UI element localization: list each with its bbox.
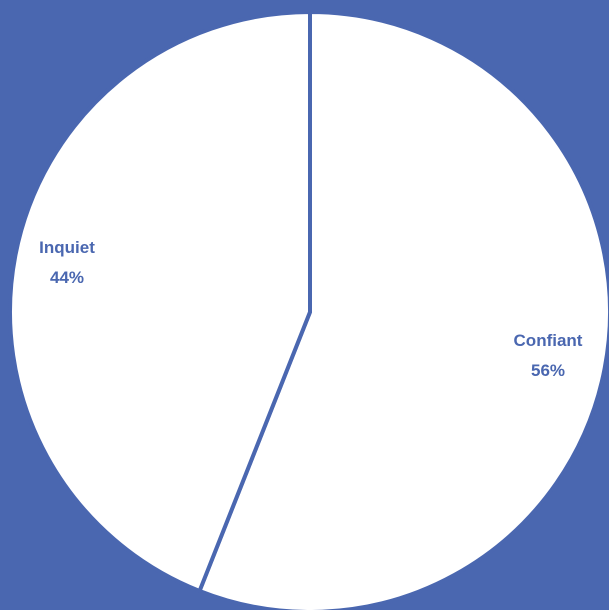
slice-value-label-confiant: 56% — [531, 361, 565, 380]
pie-slices — [10, 12, 609, 610]
slice-label-inquiet: Inquiet — [39, 238, 95, 257]
slice-value-label-inquiet: 44% — [50, 268, 84, 287]
slice-label-confiant: Confiant — [514, 331, 583, 350]
